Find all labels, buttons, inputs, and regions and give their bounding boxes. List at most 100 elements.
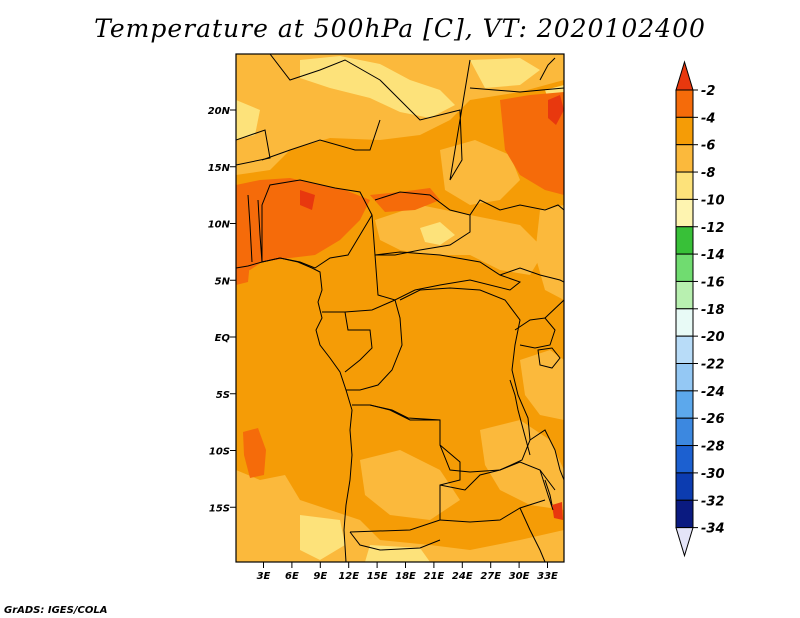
colorbar-box: [675, 499, 694, 529]
colorbar-box: [675, 171, 694, 200]
lon-tick-label: 15E: [367, 571, 388, 582]
field-hot-sudan: [548, 95, 564, 125]
colorbar-label: -26: [701, 412, 725, 427]
border-kenya: [544, 299, 564, 319]
field-light-central: [375, 205, 545, 275]
colorbar-label: -22: [701, 358, 725, 373]
colorbar-box: [675, 335, 694, 364]
colorbar-label: -24: [701, 385, 725, 400]
latitude-axis: 20N 15N 10N 5N EQ 5S 10S 15S: [208, 106, 236, 514]
longitude-axis: 3E 6E 9E 12E 15E 18E 21E 24E 27E 30E 33E: [257, 562, 558, 582]
lat-tick-label: 10N: [208, 220, 231, 231]
temperature-field: [236, 54, 564, 562]
lat-tick-label: 5N: [215, 276, 231, 287]
lat-tick-label: 20N: [208, 106, 231, 117]
colorbar-box: [675, 226, 694, 255]
colorbar-top-triangle: [675, 60, 694, 91]
border-uganda: [514, 317, 556, 349]
border-sudan: [469, 199, 564, 216]
lon-tick-label: 24E: [452, 571, 473, 582]
border-chad: [371, 191, 471, 256]
colorbar-box: [675, 417, 694, 447]
field-dark-coast: [236, 262, 250, 285]
colorbar-label: -4: [701, 111, 715, 126]
border-zambia-south: [439, 499, 546, 523]
colorbar: -2 -4 -6 -8 -10 -12 -14 -16 -18 -20 -22 -24 -26 -28 -3…: [675, 60, 725, 558]
border-angola: [349, 404, 461, 533]
colorbar-label: -28: [701, 440, 725, 455]
lake-malawi: [544, 479, 553, 506]
map-frame: [235, 53, 565, 563]
lon-tick-label: 18E: [395, 571, 416, 582]
field-pale-south2: [365, 545, 430, 562]
border-namibia: [349, 531, 441, 551]
field-light-se: [480, 420, 564, 510]
colorbar-box: [675, 198, 694, 228]
lon-tick-label: 30E: [509, 571, 530, 582]
lon-tick-label: 12E: [338, 571, 359, 582]
lon-tick-label: 6E: [285, 571, 299, 582]
colorbar-label: -34: [701, 522, 725, 537]
field-dark-angola: [243, 428, 266, 478]
colorbar-label: -10: [701, 193, 725, 208]
border-west-1: [236, 129, 271, 166]
field-pale-nw: [236, 100, 260, 140]
colorbar-label: -14: [701, 248, 725, 263]
field-pale-north: [300, 56, 455, 118]
border-ghana: [247, 194, 253, 263]
field-hot-nigeria: [300, 190, 315, 210]
colorbar-bottom-triangle: [675, 527, 694, 558]
lake-tanganyika: [509, 379, 531, 456]
border-mozambique: [519, 507, 546, 562]
border-tanzania: [529, 429, 564, 481]
nile-coast: [539, 57, 556, 81]
colorbar-box: [675, 89, 694, 118]
colorbar-box: [675, 144, 694, 173]
field-light-north: [236, 54, 564, 175]
colorbar-box: [675, 308, 694, 337]
field-pale-south: [300, 515, 345, 560]
lon-tick-label: 21E: [424, 571, 445, 582]
colorbar-label: -30: [701, 467, 725, 482]
field-hot-se: [552, 502, 563, 520]
colorbar-label: -32: [701, 494, 725, 509]
border-malawi: [539, 469, 554, 511]
lat-tick-label: 10S: [209, 447, 230, 458]
colorbar-label: -16: [701, 275, 725, 290]
lon-tick-label: 27E: [480, 571, 501, 582]
field-light-ne: [440, 140, 520, 205]
lon-tick-label: 9E: [313, 571, 327, 582]
lat-tick-label: 15S: [209, 503, 230, 514]
field-pale-central: [420, 222, 455, 245]
border-sahara-2: [469, 87, 564, 93]
colorbar-box: [675, 253, 694, 282]
lat-tick-label: 15N: [208, 163, 231, 174]
colorbar-box: [675, 390, 694, 419]
lake-victoria: [537, 347, 561, 369]
colorbar-box: [675, 363, 694, 392]
border-togo: [257, 199, 263, 263]
chart-title: Temperature at 500hPa [C], VT: 202010240…: [94, 14, 706, 43]
colorbar-label: -6: [701, 139, 715, 154]
colorbar-label: -18: [701, 303, 725, 318]
border-west-2: [261, 119, 381, 161]
credit-label: GrADS: IGES/COLA: [4, 605, 108, 616]
border-congo: [344, 299, 403, 391]
colorbar-label: -20: [701, 330, 725, 345]
colorbar-label: -12: [701, 221, 725, 236]
lat-tick-label: EQ: [215, 333, 231, 344]
border-sahara-1: [269, 54, 471, 181]
lon-tick-label: 33E: [537, 571, 558, 582]
border-south-sudan: [499, 267, 564, 283]
field-pale-ne: [470, 58, 540, 88]
colorbar-box: [675, 280, 694, 310]
field-light-east: [535, 205, 564, 300]
colorbar-box: [675, 472, 694, 501]
country-borders: [236, 54, 564, 562]
colorbar-label: -2: [701, 84, 715, 99]
field-light-south-central: [360, 450, 460, 520]
colorbar-label: -8: [701, 166, 715, 181]
border-nigeria: [261, 179, 373, 269]
colorbar-box: [675, 116, 694, 146]
